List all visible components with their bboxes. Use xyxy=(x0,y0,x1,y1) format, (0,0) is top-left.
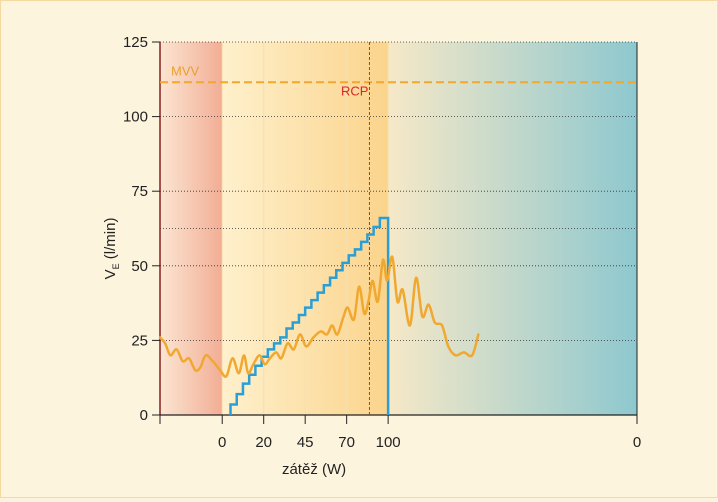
y-tick-label: 100 xyxy=(123,109,148,126)
zone-recovery xyxy=(388,42,637,415)
y-tick-label: 25 xyxy=(131,332,148,349)
reference-lines xyxy=(160,42,637,415)
x-tick-label: 70 xyxy=(338,434,355,451)
y-tick-label: 0 xyxy=(140,407,148,424)
axes xyxy=(159,42,638,416)
y-axis-label-unit: (l/min) xyxy=(102,218,119,264)
y-tick-label: 50 xyxy=(131,258,148,275)
x-axis-label: zátěž (W) xyxy=(282,461,346,478)
x-axis-ticks: 0 20 45 70 100 0 xyxy=(159,415,641,451)
y-axis-label-subscript: E xyxy=(111,263,121,269)
x-tick-label: 100 xyxy=(376,434,401,451)
mvv-label: MVV xyxy=(171,63,200,78)
y-axis-label: VE (l/min) xyxy=(102,218,121,280)
x-tick-label: 20 xyxy=(255,434,272,451)
x-tick-label: 0 xyxy=(633,434,641,451)
y-tick-label: 125 xyxy=(123,34,148,51)
series-ve-line xyxy=(158,255,480,378)
x-tick-label: 0 xyxy=(218,434,226,451)
y-axis-label-main: V xyxy=(102,269,119,279)
series-layer xyxy=(158,216,480,415)
x-tick-label: 45 xyxy=(297,434,314,451)
rcp-label: RCP xyxy=(341,84,368,99)
series-load-line xyxy=(229,216,390,415)
y-tick-label: 75 xyxy=(131,183,148,200)
svg-text:VE (l/min): VE (l/min) xyxy=(102,218,121,280)
y-axis-ticks: 0 25 50 75 100 125 xyxy=(123,34,160,424)
